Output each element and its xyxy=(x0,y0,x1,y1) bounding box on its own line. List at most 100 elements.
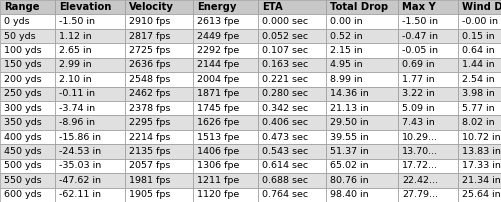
Bar xyxy=(55,101,125,115)
Bar xyxy=(193,87,258,101)
Text: 0.52 in: 0.52 in xyxy=(330,32,363,41)
Text: 250 yds: 250 yds xyxy=(4,89,42,98)
Text: 0.052 sec: 0.052 sec xyxy=(262,32,308,41)
Bar xyxy=(193,29,258,43)
Text: 13.83 in: 13.83 in xyxy=(462,147,501,156)
Text: 17.33 in: 17.33 in xyxy=(462,161,501,170)
Text: 2636 fps: 2636 fps xyxy=(129,60,170,69)
Text: ETA: ETA xyxy=(262,2,283,12)
Bar xyxy=(458,58,501,72)
Bar xyxy=(125,0,193,14)
Text: 0.342 sec: 0.342 sec xyxy=(262,104,308,113)
Text: 1871 fpe: 1871 fpe xyxy=(197,89,239,98)
Text: -8.96 in: -8.96 in xyxy=(59,118,95,127)
Bar xyxy=(398,72,458,87)
Bar xyxy=(458,115,501,130)
Bar xyxy=(258,58,326,72)
Text: 7.43 in: 7.43 in xyxy=(402,118,435,127)
Bar xyxy=(458,173,501,188)
Text: 65.02 in: 65.02 in xyxy=(330,161,369,170)
Text: 1626 fpe: 1626 fpe xyxy=(197,118,239,127)
Bar xyxy=(125,72,193,87)
Bar xyxy=(326,14,398,29)
Bar xyxy=(55,87,125,101)
Text: 1.12 in: 1.12 in xyxy=(59,32,92,41)
Bar xyxy=(326,87,398,101)
Text: 2.10 in: 2.10 in xyxy=(59,75,92,84)
Bar xyxy=(258,188,326,202)
Bar xyxy=(398,0,458,14)
Text: 2295 fps: 2295 fps xyxy=(129,118,170,127)
Bar xyxy=(398,43,458,58)
Text: 200 yds: 200 yds xyxy=(4,75,42,84)
Bar xyxy=(326,144,398,159)
Text: 0.000 sec: 0.000 sec xyxy=(262,17,308,26)
Bar xyxy=(258,14,326,29)
Text: 2135 fps: 2135 fps xyxy=(129,147,170,156)
Bar xyxy=(258,101,326,115)
Bar xyxy=(326,58,398,72)
Bar xyxy=(326,130,398,144)
Text: 0.107 sec: 0.107 sec xyxy=(262,46,308,55)
Text: 17.72...: 17.72... xyxy=(402,161,438,170)
Text: -0.05 in: -0.05 in xyxy=(402,46,438,55)
Text: 400 yds: 400 yds xyxy=(4,133,42,142)
Text: -1.50 in: -1.50 in xyxy=(59,17,95,26)
Text: 2613 fpe: 2613 fpe xyxy=(197,17,239,26)
Text: 0.64 in: 0.64 in xyxy=(462,46,494,55)
Bar xyxy=(55,188,125,202)
Bar xyxy=(458,188,501,202)
Text: 450 yds: 450 yds xyxy=(4,147,42,156)
Text: 2057 fps: 2057 fps xyxy=(129,161,170,170)
Bar xyxy=(0,188,55,202)
Bar xyxy=(0,144,55,159)
Text: 2462 fps: 2462 fps xyxy=(129,89,170,98)
Text: -35.03 in: -35.03 in xyxy=(59,161,101,170)
Text: 2378 fps: 2378 fps xyxy=(129,104,170,113)
Bar xyxy=(0,101,55,115)
Bar xyxy=(125,144,193,159)
Text: 22.42...: 22.42... xyxy=(402,176,438,185)
Bar xyxy=(458,0,501,14)
Bar xyxy=(125,173,193,188)
Text: 0.15 in: 0.15 in xyxy=(462,32,494,41)
Text: 4.95 in: 4.95 in xyxy=(330,60,363,69)
Bar xyxy=(398,101,458,115)
Bar xyxy=(0,0,55,14)
Text: 2.15 in: 2.15 in xyxy=(330,46,363,55)
Text: Energy: Energy xyxy=(197,2,236,12)
Text: 0.00 in: 0.00 in xyxy=(330,17,363,26)
Bar xyxy=(193,144,258,159)
Text: Elevation: Elevation xyxy=(59,2,111,12)
Text: 150 yds: 150 yds xyxy=(4,60,42,69)
Bar xyxy=(458,101,501,115)
Text: -3.74 in: -3.74 in xyxy=(59,104,95,113)
Bar xyxy=(55,173,125,188)
Text: Total Drop: Total Drop xyxy=(330,2,388,12)
Bar xyxy=(258,115,326,130)
Bar xyxy=(0,43,55,58)
Bar xyxy=(458,29,501,43)
Bar xyxy=(193,0,258,14)
Bar xyxy=(55,159,125,173)
Text: 1.77 in: 1.77 in xyxy=(402,75,435,84)
Text: 2004 fpe: 2004 fpe xyxy=(197,75,239,84)
Bar xyxy=(55,29,125,43)
Text: Max Y: Max Y xyxy=(402,2,436,12)
Bar xyxy=(398,173,458,188)
Text: 2449 fpe: 2449 fpe xyxy=(197,32,239,41)
Text: -0.47 in: -0.47 in xyxy=(402,32,438,41)
Text: 1905 fps: 1905 fps xyxy=(129,190,170,199)
Text: 3.98 in: 3.98 in xyxy=(462,89,495,98)
Bar xyxy=(398,188,458,202)
Text: 8.99 in: 8.99 in xyxy=(330,75,363,84)
Text: 100 yds: 100 yds xyxy=(4,46,42,55)
Bar xyxy=(398,115,458,130)
Bar xyxy=(125,159,193,173)
Text: 1.44 in: 1.44 in xyxy=(462,60,494,69)
Bar xyxy=(398,29,458,43)
Text: 80.76 in: 80.76 in xyxy=(330,176,369,185)
Text: 1211 fpe: 1211 fpe xyxy=(197,176,239,185)
Bar xyxy=(193,115,258,130)
Text: 600 yds: 600 yds xyxy=(4,190,42,199)
